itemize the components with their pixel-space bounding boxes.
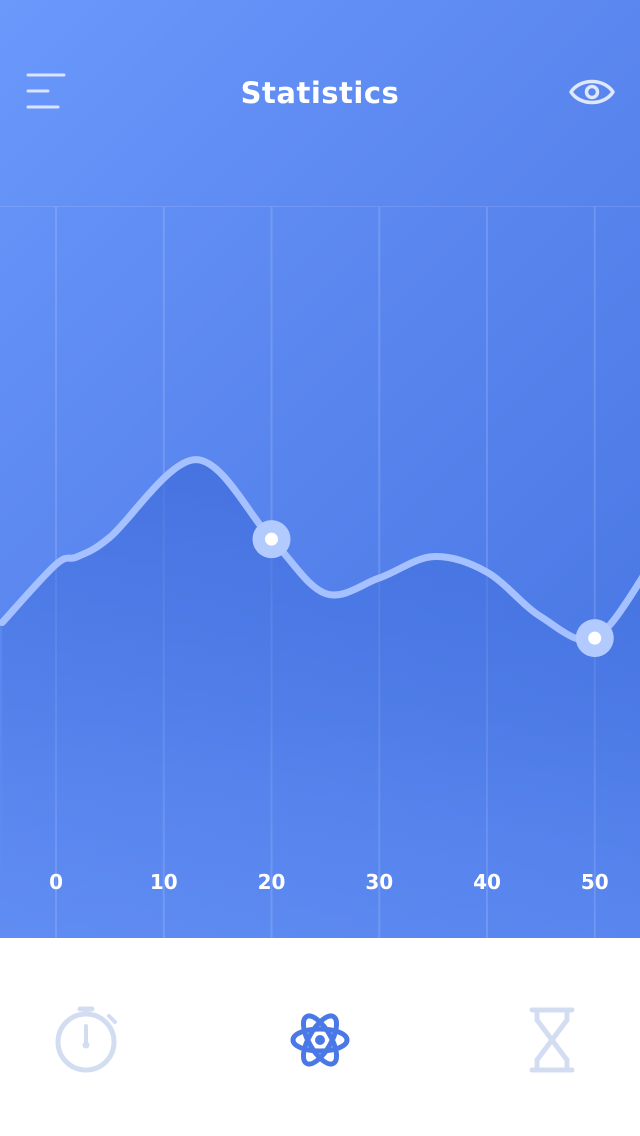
data-point-marker[interactable]	[252, 520, 291, 559]
tab-timer[interactable]	[46, 1000, 126, 1080]
x-tick-label: 30	[365, 870, 393, 894]
data-point-dot	[588, 631, 602, 645]
tab-statistics[interactable]	[280, 1000, 360, 1080]
stopwatch-icon	[55, 1006, 117, 1073]
x-tick-label: 10	[150, 870, 178, 894]
chart-top-divider	[0, 206, 640, 207]
x-tick-label: 40	[473, 870, 501, 894]
x-tick-label: 0	[49, 870, 63, 894]
menu-button[interactable]	[24, 70, 68, 114]
chart-series-line	[0, 456, 640, 644]
eye-icon	[569, 79, 615, 105]
atom-icon	[290, 1013, 350, 1067]
data-point-marker[interactable]	[575, 619, 614, 658]
bottom-tab-bar	[0, 938, 640, 1136]
tab-history[interactable]	[512, 1000, 592, 1080]
statistics-line-chart: 0 10 20 30 40 50	[0, 456, 640, 938]
page-title: Statistics	[240, 76, 400, 110]
data-point-dot	[265, 532, 279, 546]
hamburger-menu-icon	[26, 73, 66, 109]
top-bar: Statistics	[0, 0, 640, 190]
visibility-toggle-button[interactable]	[568, 70, 616, 114]
x-tick-label: 50	[581, 870, 609, 894]
x-tick-label: 20	[258, 870, 286, 894]
chart-area-fill	[2, 459, 640, 938]
chart-panel: Statistics 0 10 20 30 40 50	[0, 0, 640, 938]
hourglass-icon	[529, 1007, 575, 1073]
